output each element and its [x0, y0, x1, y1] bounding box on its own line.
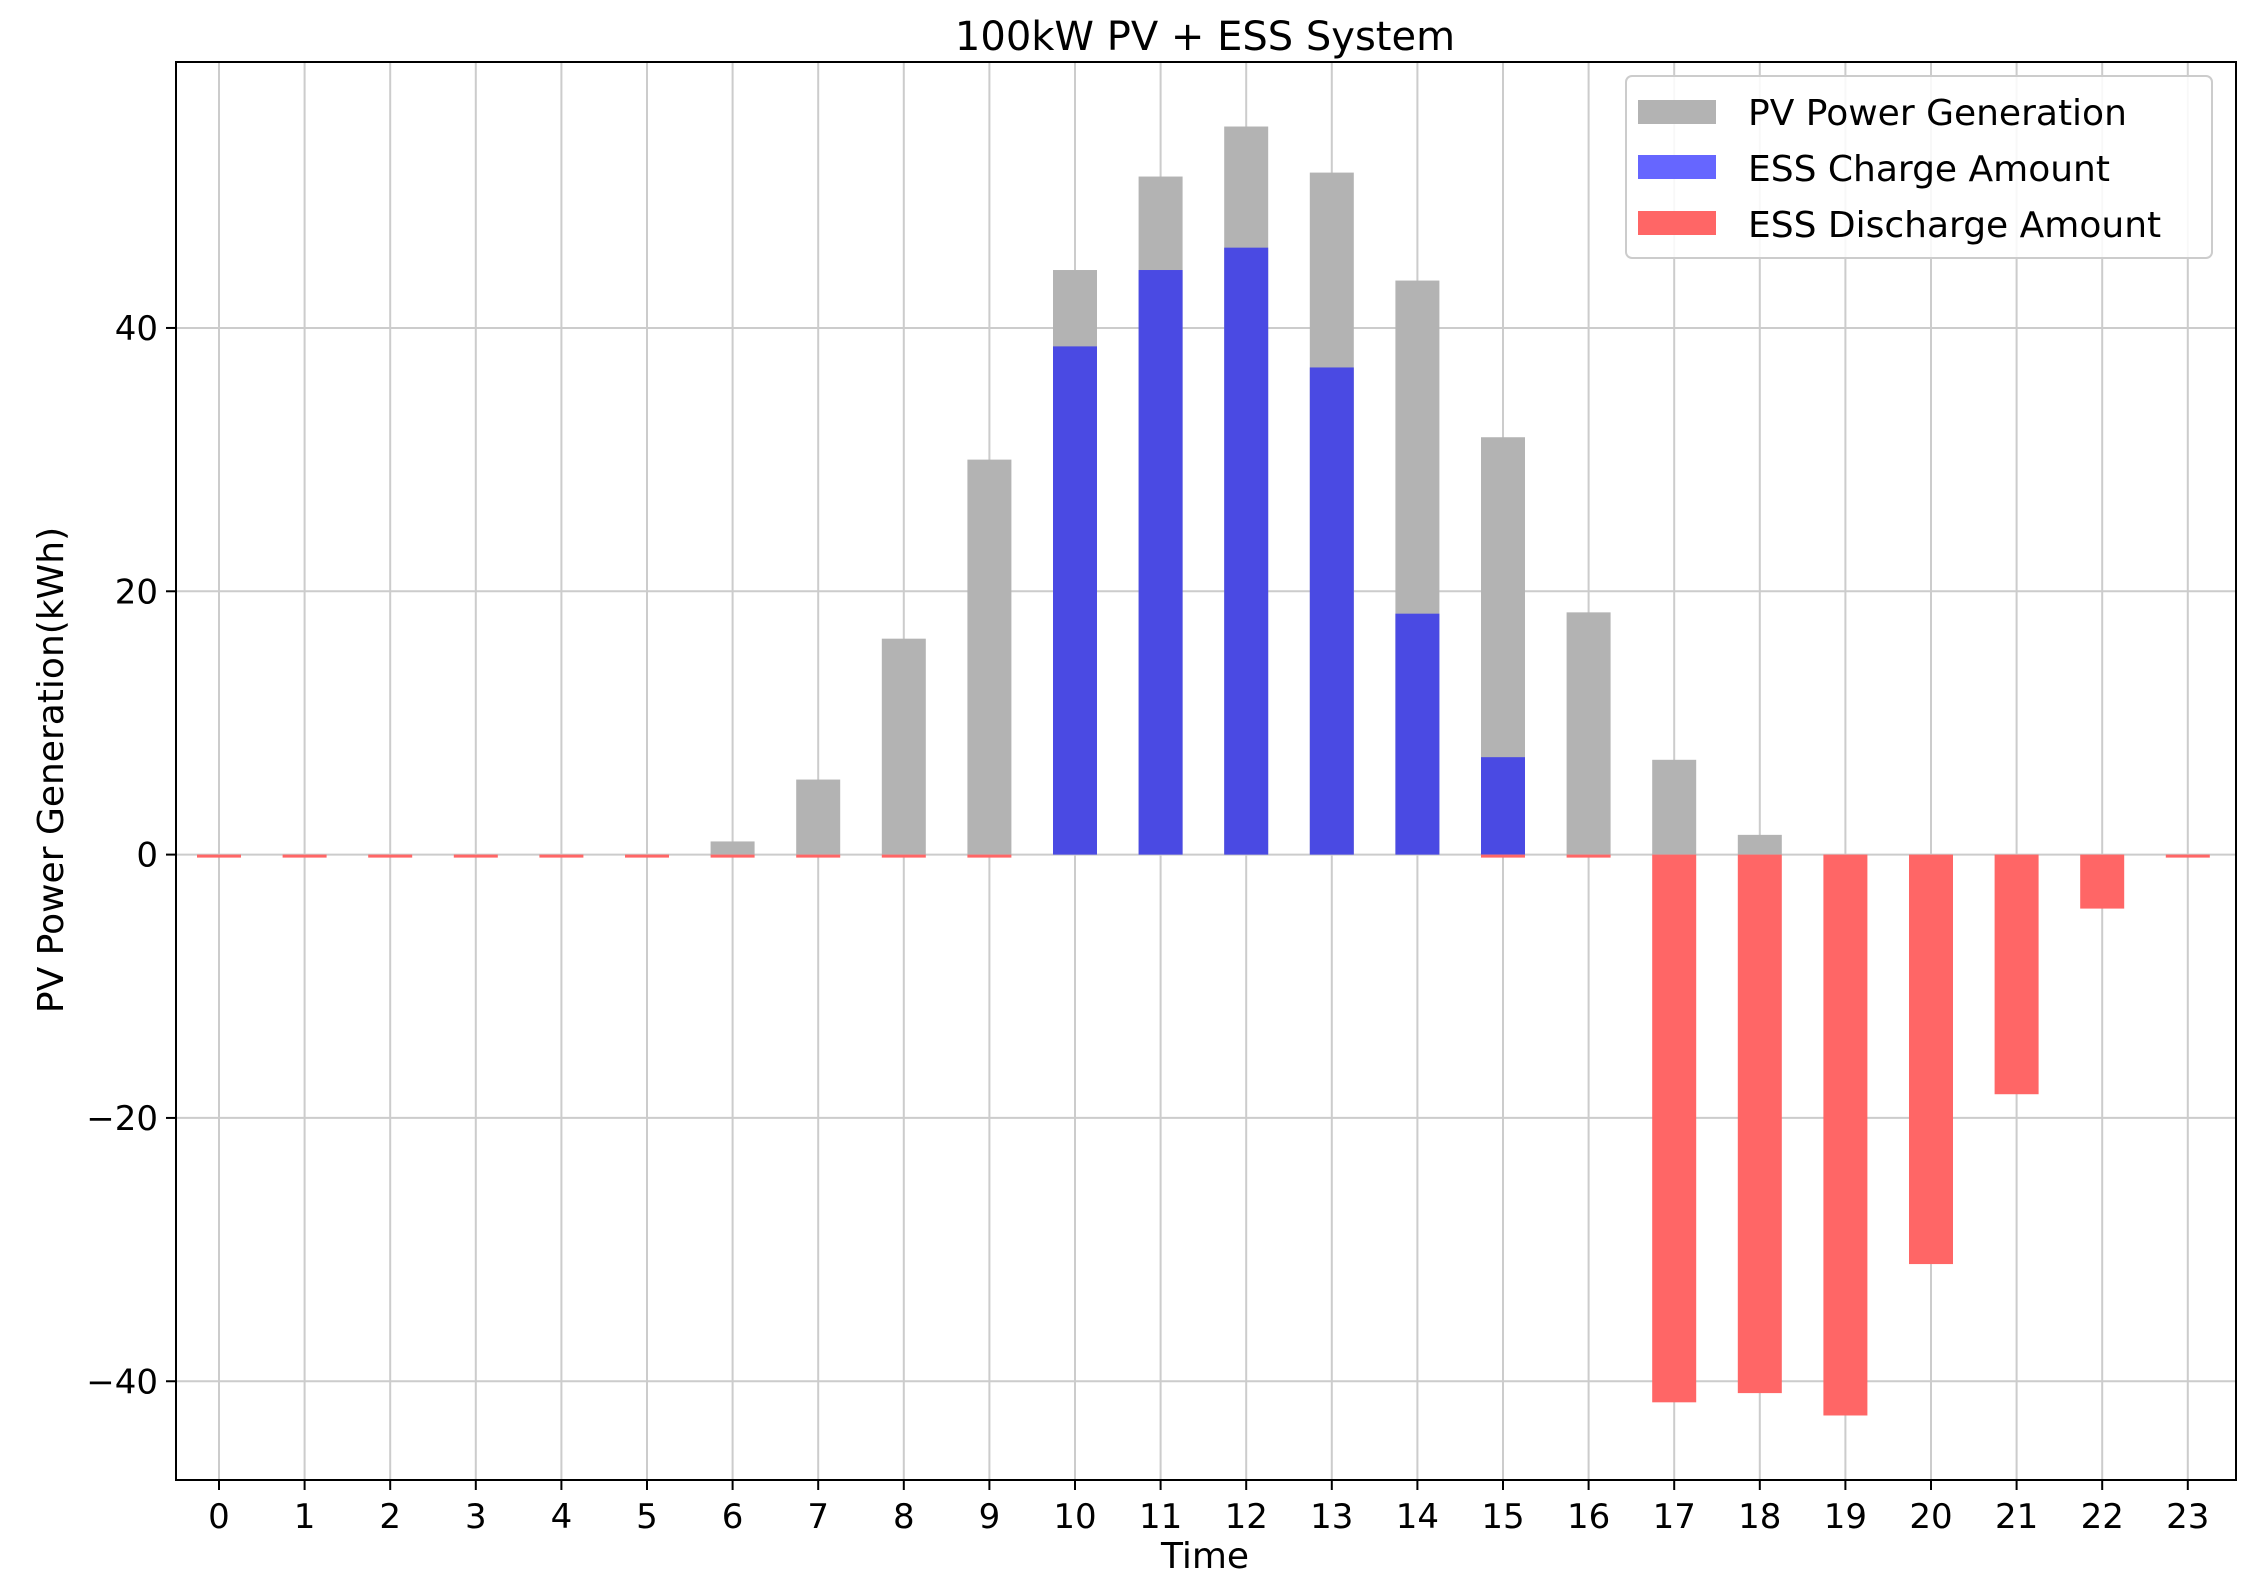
legend-label-ess-discharge-amount: ESS Discharge Amount — [1748, 205, 2161, 246]
x-tick-label: 19 — [1824, 1497, 1867, 1537]
ess-discharge-amount-bar — [967, 854, 1012, 858]
ess-discharge-amount-bar — [1737, 854, 1782, 1394]
y-tick-label: −40 — [86, 1362, 158, 1402]
chart-title: 100kW PV + ESS System — [955, 14, 1455, 60]
x-tick-label: 22 — [2081, 1497, 2124, 1537]
ess-discharge-amount-bar — [539, 854, 584, 858]
ess-discharge-amount-bar — [453, 854, 498, 858]
ess-discharge-amount-bar — [368, 854, 413, 858]
pv-power-generation-bar — [1652, 759, 1697, 855]
ess-charge-amount-bar — [1395, 613, 1440, 855]
legend-label-pv-power-generation: PV Power Generation — [1748, 93, 2127, 134]
pv-power-generation-bar — [881, 638, 926, 855]
ess-discharge-amount-bar — [1909, 854, 1953, 1265]
x-tick-label: 14 — [1396, 1497, 1439, 1537]
ess-discharge-amount-bar — [1994, 854, 2039, 1095]
ess-charge-amount-bar — [1309, 367, 1354, 855]
pv-power-generation-bar — [967, 459, 1012, 855]
x-tick-label: 8 — [893, 1497, 915, 1537]
y-tick-label: 40 — [115, 309, 158, 349]
pv-power-generation-bar — [710, 841, 755, 855]
legend: PV Power Generation ESS Charge Amount ES… — [1625, 75, 2213, 259]
ess-discharge-amount-bar — [625, 854, 669, 858]
x-tick-label: 7 — [807, 1497, 829, 1537]
ess-charge-amount-bar — [1224, 247, 1269, 855]
x-tick-label: 16 — [1567, 1497, 1610, 1537]
y-tick-label: 20 — [115, 572, 158, 612]
ess-discharge-amount-bar — [881, 854, 926, 858]
plot-frame — [175, 61, 2237, 1481]
pv-power-generation-bar — [796, 779, 841, 855]
x-tick-label: 12 — [1225, 1497, 1268, 1537]
pv-power-generation-bar — [1566, 612, 1611, 855]
ess-charge-amount-bar — [1138, 270, 1183, 855]
legend-swatch-ess-discharge-amount — [1638, 211, 1716, 235]
x-tick-label: 23 — [2166, 1497, 2209, 1537]
legend-label-ess-charge-amount: ESS Charge Amount — [1748, 149, 2110, 190]
ess-discharge-amount-bar — [282, 854, 327, 858]
ess-charge-amount-bar — [1053, 346, 1097, 855]
x-tick-label: 11 — [1139, 1497, 1182, 1537]
x-tick-label: 13 — [1310, 1497, 1353, 1537]
ess-discharge-amount-bar — [1823, 854, 1868, 1416]
x-tick-label: 18 — [1738, 1497, 1781, 1537]
ess-discharge-amount-bar — [1652, 854, 1697, 1403]
x-tick-label: 2 — [379, 1497, 401, 1537]
pv-power-generation-bar — [1737, 834, 1782, 855]
ess-discharge-amount-bar — [1481, 854, 1525, 858]
y-tick-label: 0 — [136, 836, 158, 876]
bars-layer — [197, 126, 2210, 1416]
ess-charge-amount-bar — [1481, 757, 1525, 855]
x-tick-label: 6 — [722, 1497, 744, 1537]
ess-discharge-amount-bar — [796, 854, 841, 858]
x-tick-label: 15 — [1481, 1497, 1524, 1537]
y-tick-label: −20 — [86, 1099, 158, 1139]
ess-discharge-amount-bar — [1566, 854, 1611, 858]
legend-swatch-ess-charge-amount — [1638, 155, 1716, 179]
x-axis-ticks: 0 1 2 3 4 5 6 7 8 9 10 11 12 13 14 15 16 17 18 19 20 21 22 23 — [208, 1480, 2209, 1537]
ess-discharge-amount-bar — [2080, 854, 2125, 909]
x-tick-label: 4 — [551, 1497, 573, 1537]
x-tick-label: 3 — [465, 1497, 487, 1537]
ess-discharge-amount-bar — [197, 854, 241, 858]
legend-box — [1625, 75, 2213, 259]
x-tick-label: 5 — [636, 1497, 658, 1537]
x-tick-label: 10 — [1053, 1497, 1096, 1537]
y-axis-title: PV Power Generation(kWh) — [31, 527, 72, 1013]
x-tick-label: 20 — [1909, 1497, 1952, 1537]
ess-discharge-amount-bar — [710, 854, 755, 858]
x-tick-label: 17 — [1653, 1497, 1696, 1537]
ess-discharge-amount-bar — [2165, 854, 2210, 858]
x-tick-label: 0 — [208, 1497, 230, 1537]
x-tick-label: 21 — [1995, 1497, 2038, 1537]
x-tick-label: 1 — [294, 1497, 316, 1537]
y-axis-ticks: −40 −20 0 20 40 — [86, 309, 176, 1402]
x-axis-title: Time — [1160, 1536, 1249, 1577]
x-tick-label: 9 — [979, 1497, 1001, 1537]
legend-swatch-pv-power-generation — [1638, 100, 1716, 124]
